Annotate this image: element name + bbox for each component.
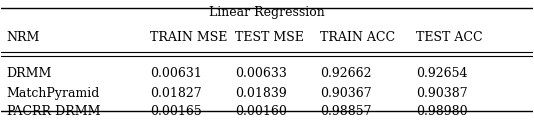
Text: TRAIN MSE: TRAIN MSE [150, 31, 227, 44]
Text: 0.00631: 0.00631 [150, 67, 202, 80]
Text: 0.90367: 0.90367 [320, 87, 372, 100]
Text: PACRR-DRMM: PACRR-DRMM [7, 105, 101, 118]
Text: 0.00165: 0.00165 [150, 105, 202, 118]
Text: DRMM: DRMM [7, 67, 52, 80]
Text: TEST MSE: TEST MSE [235, 31, 304, 44]
Text: MatchPyramid: MatchPyramid [7, 87, 100, 100]
Text: NRM: NRM [7, 31, 40, 44]
Text: 0.01839: 0.01839 [235, 87, 287, 100]
Text: 0.92662: 0.92662 [320, 67, 372, 80]
Text: TEST ACC: TEST ACC [416, 31, 482, 44]
Text: 0.00633: 0.00633 [235, 67, 287, 80]
Text: 0.00160: 0.00160 [235, 105, 287, 118]
Text: 0.98980: 0.98980 [416, 105, 467, 118]
Text: Linear Regression: Linear Regression [209, 6, 325, 19]
Text: TRAIN ACC: TRAIN ACC [320, 31, 395, 44]
Text: 0.98857: 0.98857 [320, 105, 372, 118]
Text: 0.01827: 0.01827 [150, 87, 202, 100]
Text: 0.92654: 0.92654 [416, 67, 467, 80]
Text: 0.90387: 0.90387 [416, 87, 467, 100]
